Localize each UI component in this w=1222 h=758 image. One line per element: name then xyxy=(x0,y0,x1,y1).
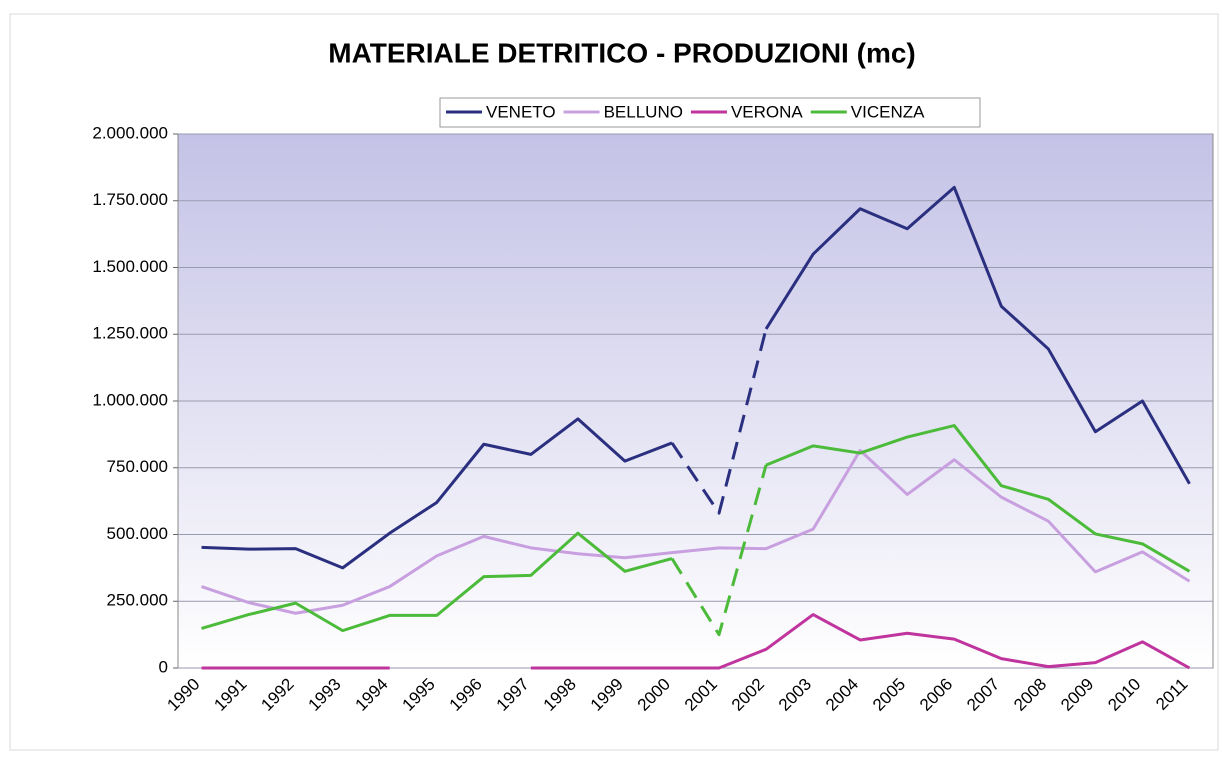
chart-title: MATERIALE DETRITICO - PRODUZIONI (mc) xyxy=(328,37,915,68)
series-line xyxy=(765,424,1191,573)
y-tick-label: 0 xyxy=(159,657,168,676)
y-tick-label: 250.000 xyxy=(107,591,168,610)
legend-label: VENETO xyxy=(486,102,556,121)
series-line xyxy=(201,531,673,633)
series-line xyxy=(201,417,673,570)
series-line xyxy=(764,185,1191,485)
y-tick-label: 1.000.000 xyxy=(92,390,168,409)
series-line xyxy=(530,613,1191,670)
y-tick-label: 500.000 xyxy=(107,524,168,543)
y-tick-label: 2.000.000 xyxy=(92,123,168,142)
series-line xyxy=(201,448,1191,615)
legend-label: VERONA xyxy=(731,102,803,121)
series-line xyxy=(670,464,768,637)
y-tick-label: 750.000 xyxy=(107,457,168,476)
legend-label: BELLUNO xyxy=(604,102,683,121)
y-tick-label: 1.750.000 xyxy=(92,190,168,209)
series-line xyxy=(670,328,768,515)
y-tick-label: 1.500.000 xyxy=(92,257,168,276)
legend-label: VICENZA xyxy=(851,102,925,121)
y-tick-label: 1.250.000 xyxy=(92,324,168,343)
